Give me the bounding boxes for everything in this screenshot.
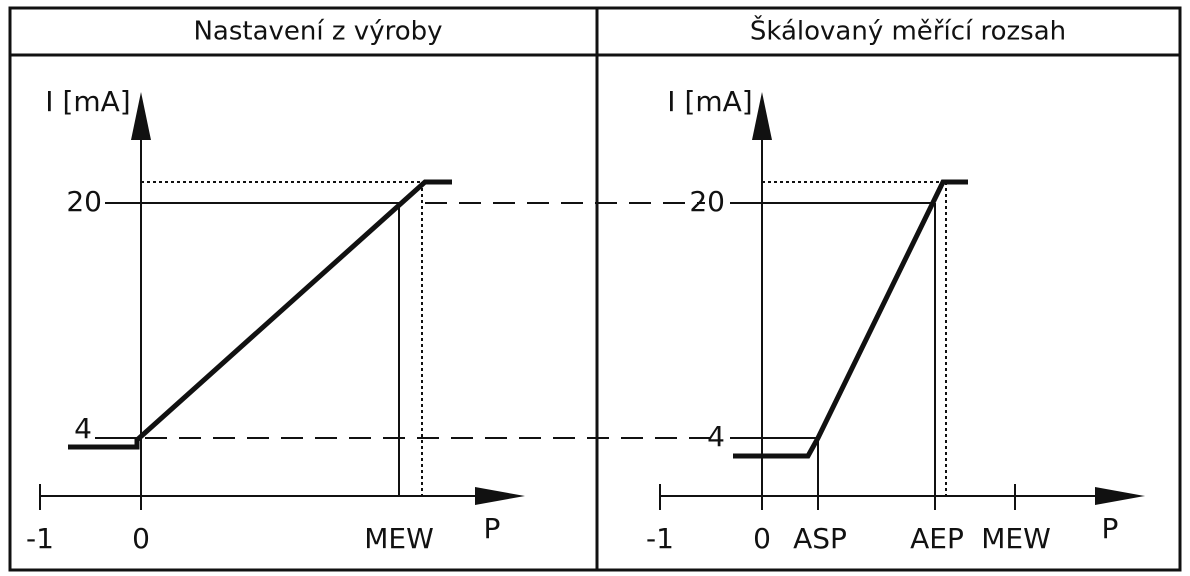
x-tick-label: -1 xyxy=(646,522,674,555)
x-tick-label: ASP xyxy=(793,522,847,555)
panel-title: Škálovaný měřící rozsah xyxy=(750,15,1066,47)
y-axis-label: I [mA] xyxy=(45,85,130,118)
x-tick-label: AEP xyxy=(910,522,964,555)
y-axis-label: I [mA] xyxy=(667,85,752,118)
y-tick-label: 4 xyxy=(74,412,92,445)
x-tick-label: 0 xyxy=(132,522,150,555)
y-tick-label: 20 xyxy=(689,185,725,218)
x-tick-label: MEW xyxy=(981,522,1051,555)
right-graph xyxy=(659,92,1145,510)
x-axis-label: P xyxy=(484,512,501,545)
x-axis-label: P xyxy=(1102,512,1119,545)
y-tick-label: 20 xyxy=(66,185,102,218)
x-tick-label: 0 xyxy=(753,522,771,555)
frame xyxy=(8,6,1182,572)
panel-title: Nastavení z výroby xyxy=(193,17,442,47)
x-tick-label: MEW xyxy=(364,522,434,555)
left-graph xyxy=(39,92,525,510)
y-tick-label: 4 xyxy=(707,420,725,453)
x-tick-label: -1 xyxy=(26,522,54,555)
